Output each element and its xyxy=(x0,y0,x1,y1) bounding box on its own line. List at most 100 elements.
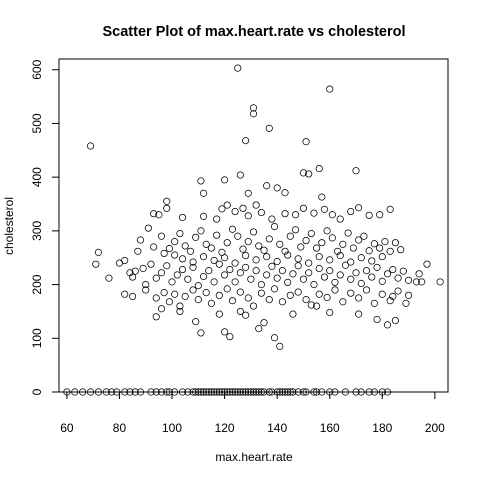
data-point xyxy=(313,388,321,396)
data-point xyxy=(334,247,342,255)
data-point xyxy=(355,294,363,302)
data-point xyxy=(310,388,318,396)
data-point xyxy=(318,388,326,396)
y-tick-label: 500 xyxy=(30,113,44,133)
data-point xyxy=(378,253,386,261)
data-point xyxy=(136,388,145,396)
data-point xyxy=(129,273,137,281)
data-point xyxy=(373,263,381,271)
data-point xyxy=(223,285,231,293)
data-point xyxy=(171,238,179,246)
x-tick-label: 160 xyxy=(320,421,340,435)
data-point xyxy=(202,388,210,396)
data-point xyxy=(336,215,344,223)
data-point xyxy=(139,264,147,273)
data-point xyxy=(352,269,360,277)
data-point xyxy=(210,388,218,396)
data-point xyxy=(336,252,344,260)
data-point xyxy=(239,204,247,212)
data-point xyxy=(228,225,237,233)
data-point xyxy=(313,302,321,310)
data-point xyxy=(239,388,247,396)
data-point xyxy=(197,388,205,396)
data-point xyxy=(339,298,347,306)
data-point xyxy=(86,142,95,150)
data-point xyxy=(63,388,71,396)
data-point xyxy=(389,265,397,274)
data-point xyxy=(173,271,181,279)
data-point xyxy=(360,232,368,240)
data-point xyxy=(270,334,279,342)
data-point xyxy=(199,212,208,220)
data-point xyxy=(181,242,189,250)
data-point xyxy=(231,259,239,267)
data-point xyxy=(268,215,276,223)
data-point xyxy=(305,259,313,267)
data-point xyxy=(168,278,176,286)
data-point xyxy=(194,296,202,304)
data-point xyxy=(236,269,244,277)
data-point xyxy=(404,291,413,299)
data-point xyxy=(249,388,258,396)
data-point xyxy=(355,204,363,212)
data-point xyxy=(160,249,168,258)
data-point xyxy=(265,235,273,243)
data-point xyxy=(102,388,110,396)
data-point xyxy=(297,243,305,251)
data-point xyxy=(347,258,355,266)
data-point xyxy=(242,311,250,319)
x-tick-label: 80 xyxy=(113,421,127,435)
data-point xyxy=(368,257,376,265)
data-point xyxy=(207,244,216,252)
data-point xyxy=(263,271,271,279)
data-point xyxy=(270,222,279,231)
data-point xyxy=(197,177,205,185)
data-point xyxy=(331,388,339,396)
data-point xyxy=(328,211,336,219)
data-point xyxy=(184,275,192,283)
data-point xyxy=(402,299,410,307)
y-tick-label: 600 xyxy=(30,59,44,79)
data-point xyxy=(150,210,158,218)
data-point xyxy=(339,240,347,248)
data-point xyxy=(260,319,268,327)
data-point xyxy=(378,290,386,298)
data-point xyxy=(263,253,271,261)
data-point xyxy=(291,211,300,219)
data-point xyxy=(265,296,273,304)
data-point xyxy=(281,210,289,218)
data-point xyxy=(157,388,166,396)
data-point xyxy=(202,240,210,248)
data-point xyxy=(331,278,339,287)
data-point xyxy=(260,246,268,254)
data-point xyxy=(284,388,292,396)
data-point xyxy=(194,282,202,290)
data-point xyxy=(152,313,160,321)
data-point xyxy=(189,263,197,271)
data-point xyxy=(157,232,166,240)
data-point xyxy=(252,201,260,209)
data-point xyxy=(347,275,355,283)
data-point xyxy=(323,227,331,235)
data-point xyxy=(399,267,407,275)
data-point xyxy=(71,388,79,396)
data-point xyxy=(157,269,166,277)
data-point xyxy=(289,388,297,396)
data-point xyxy=(134,247,142,255)
data-point xyxy=(391,239,400,247)
data-point xyxy=(252,256,260,264)
data-point xyxy=(362,267,371,275)
data-point xyxy=(320,205,329,213)
data-point xyxy=(242,263,250,271)
data-point xyxy=(289,310,297,318)
x-tick-label: 200 xyxy=(425,421,445,435)
data-point xyxy=(281,189,289,197)
data-point xyxy=(302,236,310,245)
data-point xyxy=(226,388,234,396)
data-point xyxy=(376,244,384,252)
data-point xyxy=(252,267,260,275)
data-point xyxy=(299,275,308,283)
plot-frame xyxy=(58,58,449,393)
data-point xyxy=(355,310,363,318)
data-point xyxy=(152,274,160,282)
